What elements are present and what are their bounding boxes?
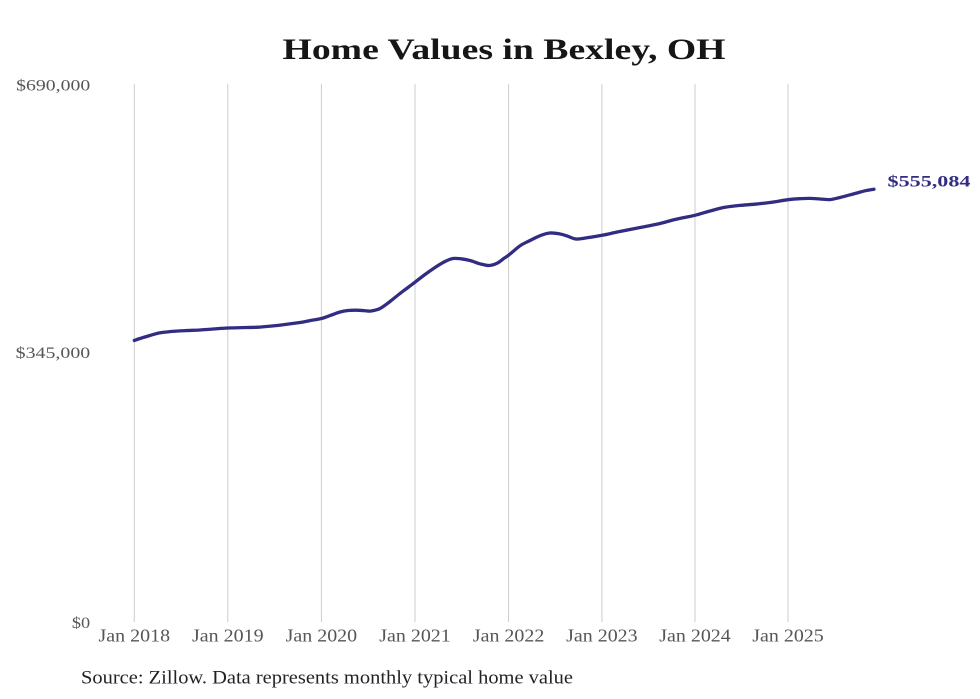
svg-text:Home Values in Bexley, OH: Home Values in Bexley, OH (283, 33, 726, 66)
svg-text:$555,084: $555,084 (888, 174, 971, 191)
svg-text:Source: Zillow. Data represent: Source: Zillow. Data represents monthly … (81, 667, 573, 688)
svg-text:Jan 2024: Jan 2024 (659, 625, 731, 645)
svg-text:Jan 2019: Jan 2019 (192, 625, 264, 645)
svg-text:Jan 2020: Jan 2020 (286, 625, 358, 645)
svg-text:Jan 2023: Jan 2023 (566, 625, 638, 645)
svg-text:Jan 2018: Jan 2018 (99, 625, 171, 645)
svg-text:Jan 2025: Jan 2025 (752, 625, 824, 645)
svg-text:Jan 2021: Jan 2021 (379, 625, 451, 645)
svg-text:$690,000: $690,000 (16, 78, 90, 95)
svg-text:$345,000: $345,000 (16, 345, 91, 362)
svg-text:Jan 2022: Jan 2022 (473, 625, 545, 645)
svg-text:$0: $0 (72, 615, 90, 632)
